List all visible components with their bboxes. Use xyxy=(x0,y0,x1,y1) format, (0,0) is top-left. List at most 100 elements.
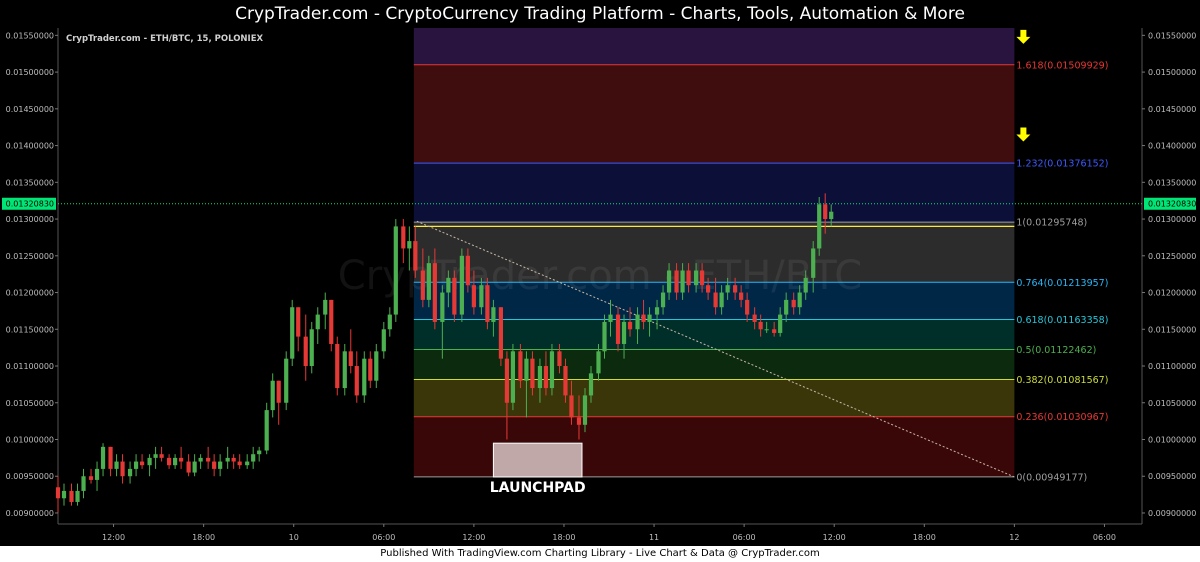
candle-body xyxy=(245,461,250,466)
candle-body xyxy=(543,366,549,389)
candle-body xyxy=(596,351,601,374)
candle-body xyxy=(173,457,178,466)
candle-body xyxy=(139,461,145,466)
candle-body xyxy=(811,248,816,278)
down-arrow-icon xyxy=(1016,127,1031,142)
y-tick-label-right: 0.01200000 xyxy=(1148,289,1196,298)
candle-body xyxy=(588,373,594,396)
y-tick-label-right: 0.01250000 xyxy=(1148,252,1196,261)
x-tick-label: 06:00 xyxy=(372,533,395,542)
fib-zone xyxy=(413,379,1015,417)
candle-body xyxy=(471,285,476,308)
fib-level-label: 0.382(0.01081567) xyxy=(1016,375,1108,386)
candle-body xyxy=(342,351,347,389)
candle-body xyxy=(108,446,113,469)
candle-body xyxy=(829,211,834,220)
candle-body xyxy=(329,299,334,344)
candle-body xyxy=(752,314,757,322)
candle-body xyxy=(576,417,582,425)
candle-body xyxy=(569,395,574,418)
fib-zone xyxy=(413,349,1015,380)
candle-body xyxy=(621,321,627,344)
candle-body xyxy=(446,277,451,293)
candle-body xyxy=(206,457,211,462)
candle-body xyxy=(459,255,464,315)
trend-line xyxy=(416,220,1015,478)
y-tick-label-left: 0.01300000 xyxy=(6,215,54,224)
candle-body xyxy=(270,380,275,411)
y-tick-label-left: 0.01100000 xyxy=(6,362,54,371)
fib-zone xyxy=(413,319,1015,350)
plot-area xyxy=(58,28,1142,524)
candle-body xyxy=(237,461,242,466)
candle-body xyxy=(393,226,398,315)
candle-body xyxy=(225,457,230,462)
candle-body xyxy=(257,450,262,455)
candle-body xyxy=(739,292,744,300)
candle-body xyxy=(803,277,808,293)
candle-body xyxy=(315,314,320,330)
candle-body xyxy=(660,292,666,308)
candle-body xyxy=(440,292,445,322)
candle-body xyxy=(264,410,269,451)
y-tick-label-left: 0.01150000 xyxy=(6,325,54,334)
candle-body xyxy=(485,285,490,322)
x-tick-label: 18:00 xyxy=(552,533,575,542)
candle-body xyxy=(498,307,504,359)
candle-body xyxy=(549,351,555,389)
candle-body xyxy=(374,351,379,381)
y-tick-label-right: 0.01100000 xyxy=(1148,362,1196,371)
candle-body xyxy=(719,292,724,308)
candle-body xyxy=(563,366,568,396)
candle-body xyxy=(641,314,646,322)
candle-body xyxy=(666,270,672,293)
x-tick-label: 06:00 xyxy=(733,533,756,542)
candle-body xyxy=(491,307,496,322)
y-tick-label-right: 0.01000000 xyxy=(1148,435,1196,444)
fib-zone xyxy=(413,222,1015,283)
candle-body xyxy=(284,358,289,403)
candle-body xyxy=(582,395,588,425)
candle-body xyxy=(537,366,543,389)
candle-body xyxy=(309,329,314,367)
candle-body xyxy=(354,366,359,396)
candle-body xyxy=(530,358,535,389)
candle-body xyxy=(368,358,373,381)
candle-body xyxy=(147,457,152,466)
y-tick-label-left: 0.01050000 xyxy=(6,399,54,408)
y-tick-label-right: 0.01050000 xyxy=(1148,399,1196,408)
candle-body xyxy=(94,468,100,480)
candle-body xyxy=(654,307,660,315)
candle-body xyxy=(290,307,295,359)
y-tick-label-left: 0.01000000 xyxy=(6,435,54,444)
candle-body xyxy=(705,285,711,293)
y-tick-label-right: 0.01550000 xyxy=(1148,31,1196,40)
candle-body xyxy=(778,314,783,333)
y-tick-label-left: 0.00900000 xyxy=(6,509,54,518)
page-title: CrypTrader.com - CryptoCurrency Trading … xyxy=(235,4,965,24)
candle-body xyxy=(69,490,74,502)
candle-body xyxy=(362,358,367,396)
candle-body xyxy=(335,343,340,389)
x-tick-label: 18:00 xyxy=(192,533,215,542)
candle-body xyxy=(198,457,203,462)
candle-body xyxy=(693,270,699,286)
candle-body xyxy=(479,285,484,308)
candle-body xyxy=(557,351,562,367)
candle-body xyxy=(88,476,94,480)
candle-body xyxy=(699,270,705,286)
candle-body xyxy=(745,299,750,315)
candle-body xyxy=(401,226,406,249)
x-tick-label: 11 xyxy=(649,533,659,542)
x-tick-label: 12:00 xyxy=(102,533,125,542)
price-chart[interactable]: CrypTrader.com - ETH/BTC 1.618(0.01509929… xyxy=(0,0,1200,546)
fib-zone xyxy=(413,163,1015,223)
candle-body xyxy=(725,285,730,293)
candle-body xyxy=(627,321,633,330)
candle-body xyxy=(713,292,718,308)
candle-body xyxy=(387,314,392,330)
x-tick-label: 10 xyxy=(289,533,299,542)
x-tick-label: 06:00 xyxy=(1093,533,1116,542)
fib-level-label: 0.618(0.01163358) xyxy=(1016,315,1108,326)
